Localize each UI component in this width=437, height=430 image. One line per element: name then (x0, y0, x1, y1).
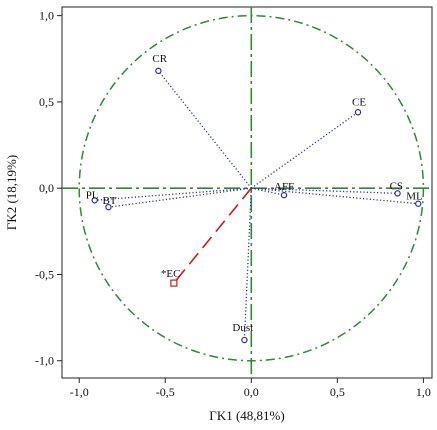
point-label-pl: PL (86, 189, 99, 201)
vector-cs (251, 187, 398, 195)
marker-ml (415, 200, 422, 207)
marker-ec (170, 279, 178, 287)
correlation-circle (78, 14, 425, 362)
x-tick-label: 0,5 (330, 385, 345, 399)
vector-pl (94, 187, 252, 201)
y-tick-label: -0,5 (35, 267, 54, 281)
point-label-ec: *EC (161, 268, 181, 280)
point-label-cr: CR (152, 53, 167, 65)
x-tick-label: 0,0 (244, 385, 259, 399)
point-label-bt: BT (102, 195, 116, 207)
marker-bt (105, 203, 112, 211)
point-label-dust: Dust (232, 322, 253, 334)
y-tick-label: -1,0 (35, 354, 54, 368)
x-tick-label: -1,0 (70, 385, 89, 399)
vector-bt (108, 187, 252, 208)
vector-ce (250, 111, 359, 189)
marker-cs (394, 190, 401, 197)
point-label-ce: CE (352, 96, 366, 108)
marker-ce (354, 109, 362, 116)
vector-dust (243, 188, 252, 341)
point-label-cs: CS (390, 180, 403, 192)
marker-cr (155, 67, 162, 75)
marker-pl (91, 197, 98, 204)
point-label-ml: ML (406, 191, 423, 203)
y-tick-label: 0,0 (39, 181, 54, 195)
marker-aff (280, 191, 288, 199)
y-tick-label: 0,5 (39, 95, 54, 109)
x-tick-label: 1,0 (416, 385, 431, 399)
point-label-aff: AFF (274, 181, 294, 193)
vector-aff (251, 187, 285, 196)
y-tick-label: 1,0 (39, 9, 54, 23)
vector-cr (157, 70, 252, 189)
x-axis-label: ΓΚ1 (48,81%) (209, 408, 284, 423)
y-axis-label: ΓΚ2 (18,19%) (4, 155, 19, 230)
marker-dust (241, 336, 248, 344)
vector-ml (251, 187, 419, 205)
x-tick-label: -0,5 (156, 385, 175, 399)
